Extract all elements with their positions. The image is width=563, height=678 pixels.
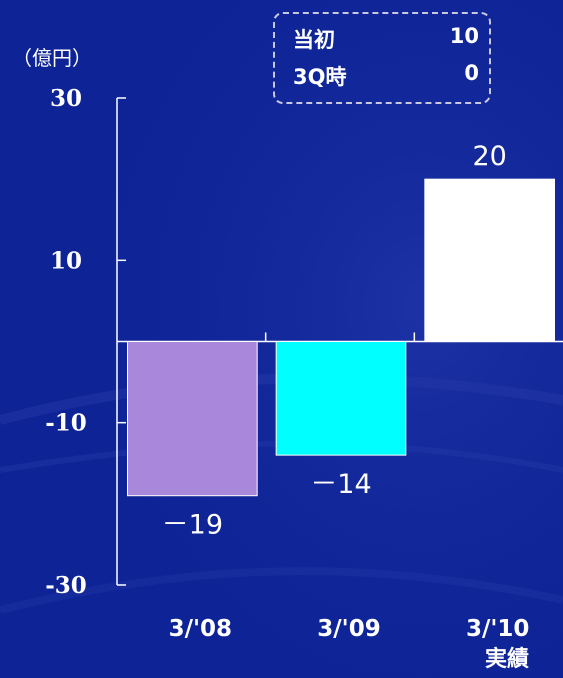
y-tick-label: -30	[45, 572, 87, 599]
x-category-label: 3/'09	[317, 616, 380, 642]
x-category-label: 3/'10	[466, 616, 529, 642]
legend-label: 3Q時	[293, 65, 347, 89]
bar-value-label: －14	[310, 469, 371, 500]
legend-value: 0	[464, 61, 479, 85]
bar	[127, 341, 258, 497]
legend-label: 当初	[293, 28, 335, 52]
legend-value: 10	[449, 24, 479, 48]
bar-value-label: 20	[472, 141, 506, 172]
bar	[424, 178, 556, 342]
category-sublabel: 実績	[484, 647, 529, 672]
y-tick-label: 30	[50, 85, 82, 112]
bar	[275, 341, 407, 456]
y-tick-label: 10	[50, 247, 82, 274]
x-category-label: 3/'08	[169, 616, 232, 642]
bar-value-label: －19	[162, 510, 223, 541]
unit-label: （億円）	[12, 46, 92, 70]
y-tick-label: -10	[45, 410, 87, 437]
initial-forecast-box: 当初 10 3Q時 0	[273, 12, 491, 104]
